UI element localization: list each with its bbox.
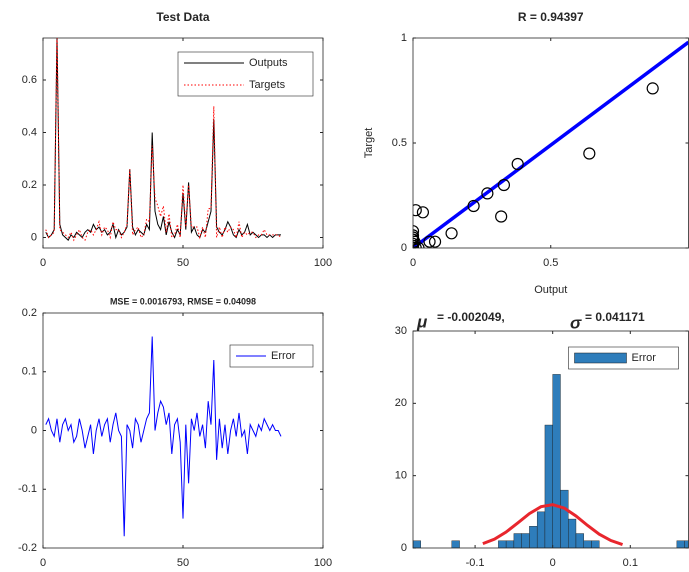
y-tick-label: 0.5	[392, 137, 407, 149]
scatter-point	[413, 241, 422, 248]
histogram-bar	[591, 540, 600, 548]
y-tick-label: 0	[31, 231, 37, 243]
histogram-bar	[498, 540, 507, 548]
x-tick-label: -0.1	[466, 557, 485, 569]
plot-area	[413, 374, 689, 548]
histogram-bar	[568, 518, 577, 548]
legend-label: Outputs	[249, 57, 288, 69]
data-line	[45, 38, 282, 242]
scatter-point	[413, 204, 422, 217]
histogram-bar	[521, 533, 530, 548]
y-tick-label: -0.2	[18, 542, 37, 554]
plot-area	[413, 40, 689, 248]
legend-box	[229, 344, 314, 368]
chart-title: MSE = 0.0016793, RMSE = 0.04098	[110, 296, 256, 306]
chart-title: R = 0.94397	[518, 10, 584, 24]
histogram-bar	[552, 374, 561, 548]
fit-curve	[482, 503, 624, 546]
scatter-point	[511, 157, 524, 171]
y-tick-label: 20	[395, 397, 407, 409]
x-tick-label: 0	[40, 557, 46, 569]
y-tick-label: -0.1	[18, 483, 37, 495]
histogram-bar	[676, 540, 685, 548]
legend-label: Error	[632, 352, 657, 364]
data-line	[45, 336, 282, 537]
chart-title: Test Data	[156, 10, 209, 24]
scatter-point	[413, 241, 425, 248]
y-tick-label: 0.2	[22, 307, 37, 319]
y-tick-label: 1	[401, 32, 407, 44]
x-tick-label: 50	[177, 257, 189, 269]
x-tick-label: 100	[314, 257, 332, 269]
x-axis-label: Output	[534, 284, 567, 296]
histogram-bar	[560, 489, 569, 548]
plot-area	[45, 38, 282, 242]
histogram-bar	[451, 540, 460, 548]
histogram-bar	[583, 540, 592, 548]
legend-box	[177, 51, 314, 97]
y-tick-label: 30	[395, 325, 407, 337]
x-tick-label: 100	[314, 557, 332, 569]
scatter-point	[423, 235, 436, 248]
x-tick-label: 0.1	[623, 557, 638, 569]
scatter-point	[481, 187, 494, 200]
histogram-bar	[529, 526, 538, 548]
y-tick-label: 0.6	[22, 74, 37, 86]
y-tick-label: 0	[31, 424, 37, 436]
scatter-point	[583, 147, 596, 160]
x-tick-label: 0.5	[543, 257, 558, 269]
plot-area	[45, 336, 282, 537]
chart-title: σ	[570, 313, 582, 332]
histogram-bar	[413, 540, 421, 548]
histogram-bar	[513, 533, 522, 548]
y-tick-label: 0.1	[22, 366, 37, 378]
histogram-bar	[505, 540, 515, 548]
legend-swatch	[574, 352, 627, 364]
x-tick-label: 0	[40, 257, 46, 269]
scatter-point	[646, 82, 659, 95]
scatter-point	[495, 210, 508, 223]
scatter-point	[467, 199, 480, 213]
y-axis-label: Target	[363, 128, 375, 159]
histogram-bar	[575, 533, 584, 548]
scatter-point	[416, 206, 430, 219]
scatter-point	[445, 227, 458, 240]
axes-box	[42, 37, 324, 249]
y-tick-label: 0	[401, 542, 407, 554]
chart-title: = -0.002049,	[437, 310, 505, 324]
histogram-bar	[536, 511, 546, 548]
scatter-point	[413, 229, 420, 242]
y-tick-label: 0.2	[22, 179, 37, 191]
axes-box	[42, 312, 324, 549]
scatter-point	[413, 225, 420, 238]
y-tick-label: 0	[401, 242, 407, 254]
chart-title: μ	[416, 312, 428, 331]
x-tick-label: 0	[410, 257, 416, 269]
y-tick-label: 0.4	[22, 126, 37, 138]
legend-label: Targets	[249, 79, 286, 91]
scatter-point	[413, 235, 421, 248]
scatter-point	[497, 178, 511, 192]
chart-title: = 0.041171	[585, 310, 645, 324]
x-tick-label: 0	[550, 557, 556, 569]
scatter-point	[428, 235, 442, 248]
histogram-bar	[544, 424, 553, 548]
legend-label: Error	[271, 350, 296, 362]
fit-line	[413, 40, 689, 248]
y-tick-label: 10	[395, 470, 407, 482]
x-tick-label: 50	[177, 557, 189, 569]
